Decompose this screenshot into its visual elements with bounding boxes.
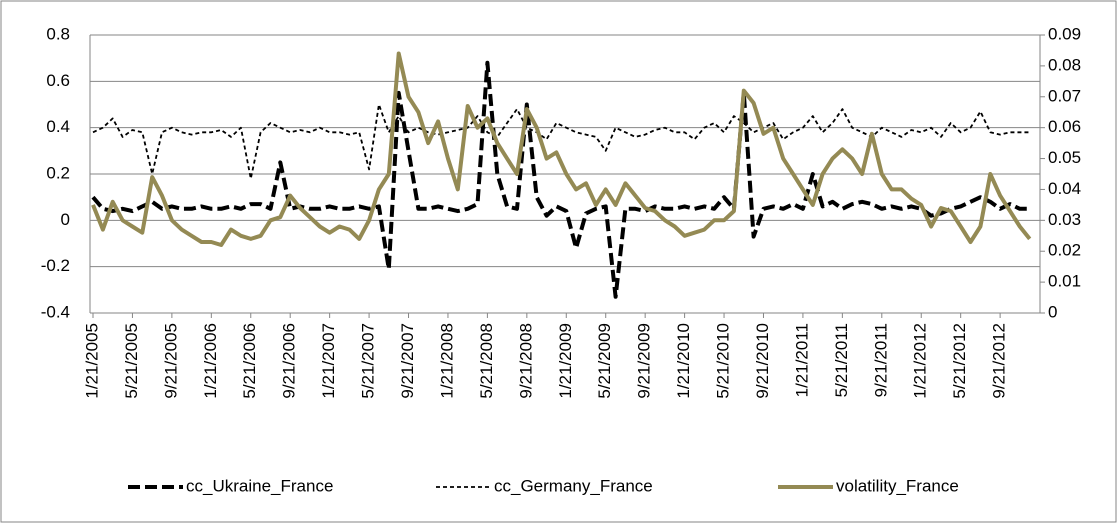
legend-label: volatility_France [836,476,959,495]
x-tick-label: 5/21/2011 [832,323,851,397]
x-tick-label: 5/21/2006 [240,323,259,399]
x-tick-label: 5/21/2007 [359,323,378,399]
x-tick-label: 9/21/2008 [516,323,535,399]
x-tick-label: 9/21/2007 [398,323,417,399]
y2-tick-label: 0.02 [1048,241,1081,260]
x-tick-label: 1/21/2009 [556,323,575,399]
y-tick-label: 0.8 [46,24,70,43]
y-tick-label: 0.2 [46,163,70,182]
y-tick-label: 0.4 [46,117,70,136]
y-tick-label: 0 [61,210,70,229]
x-tick-label: 9/21/2010 [753,323,772,399]
x-tick-label: 1/21/2012 [911,323,930,399]
x-tick-label: 9/21/2006 [280,323,299,399]
y2-tick-label: 0.04 [1048,179,1081,198]
x-tick-label: 1/21/2005 [82,323,101,399]
x-tick-label: 5/21/2010 [714,323,733,399]
x-tick-label: 9/21/2012 [990,323,1009,399]
y2-tick-label: 0.05 [1048,148,1081,167]
x-tick-label: 5/21/2009 [595,323,614,399]
legend-label: cc_Germany_France [494,476,653,495]
y2-tick-label: 0.01 [1048,272,1081,291]
x-tick-label: 1/21/2011 [792,323,811,397]
y-tick-label: 0.6 [46,71,70,90]
x-tick-label: 9/21/2011 [871,323,890,397]
x-tick-label: 9/21/2009 [635,323,654,399]
x-tick-label: 5/21/2008 [477,323,496,399]
y-tick-label: -0.2 [41,256,70,275]
x-tick-label: 5/21/2005 [122,323,141,399]
x-tick-label: 1/21/2006 [201,323,220,399]
x-tick-label: 5/21/2012 [950,323,969,399]
series-line [92,103,1030,180]
y2-tick-label: 0.09 [1048,24,1081,43]
y2-tick-label: 0 [1048,302,1057,321]
x-tick-label: 9/21/2005 [161,323,180,399]
y2-tick-label: 0.03 [1048,210,1081,229]
series-line [91,60,1030,299]
y2-tick-label: 0.08 [1048,55,1081,74]
legend-label: cc_Ukraine_France [186,476,333,495]
x-tick-label: 1/21/2007 [319,323,338,399]
y2-tick-label: 0.06 [1048,117,1081,136]
x-tick-label: 1/21/2008 [437,323,456,399]
x-tick-label: 1/21/2010 [674,323,693,399]
y-tick-label: -0.4 [41,302,70,321]
series-line [91,51,1032,247]
y2-tick-label: 0.07 [1048,86,1081,105]
